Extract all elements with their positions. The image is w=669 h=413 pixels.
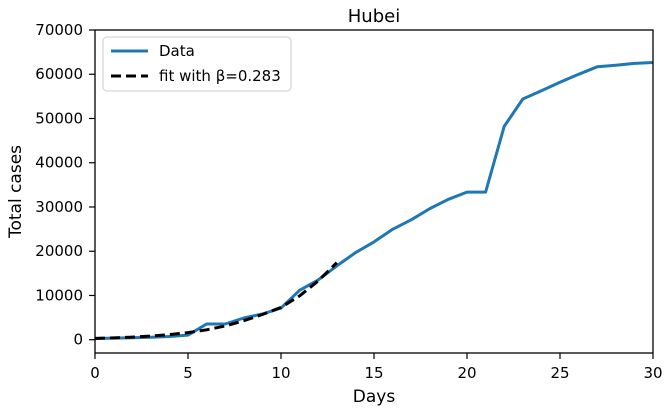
x-tick-label: 30	[643, 364, 662, 382]
x-tick-label: 15	[364, 364, 383, 382]
series-line-0	[94, 61, 654, 340]
y-tick-label: 70000	[35, 21, 83, 39]
chart-title: Hubei	[348, 6, 400, 27]
y-tick-label: 30000	[35, 198, 83, 216]
x-tick-label: 5	[183, 364, 193, 382]
axes: 0 5 10 15 20 25 30 0 10000 20000 30000 40000 50000 60…	[35, 21, 662, 382]
y-tick-label: 0	[73, 331, 83, 349]
series-line-1	[94, 261, 338, 340]
x-axis-label: Days	[353, 387, 396, 407]
legend-label-1: fit with β=0.283	[159, 67, 281, 85]
x-tick-label: 25	[550, 364, 569, 382]
x-tick-label: 20	[457, 364, 476, 382]
plot-area	[94, 61, 654, 340]
legend-label-0: Data	[159, 42, 195, 60]
y-tick-label: 20000	[35, 242, 83, 260]
x-tick-label: 10	[271, 364, 290, 382]
legend-box	[102, 36, 292, 92]
x-tick-label: 0	[90, 364, 100, 382]
y-tick-label: 40000	[35, 154, 83, 172]
legend: Data fit with β=0.283	[102, 36, 292, 92]
y-tick-label: 60000	[35, 65, 83, 83]
y-tick-label: 50000	[35, 109, 83, 127]
y-axis-label: Total cases	[6, 145, 26, 239]
y-tick-label: 10000	[35, 286, 83, 304]
